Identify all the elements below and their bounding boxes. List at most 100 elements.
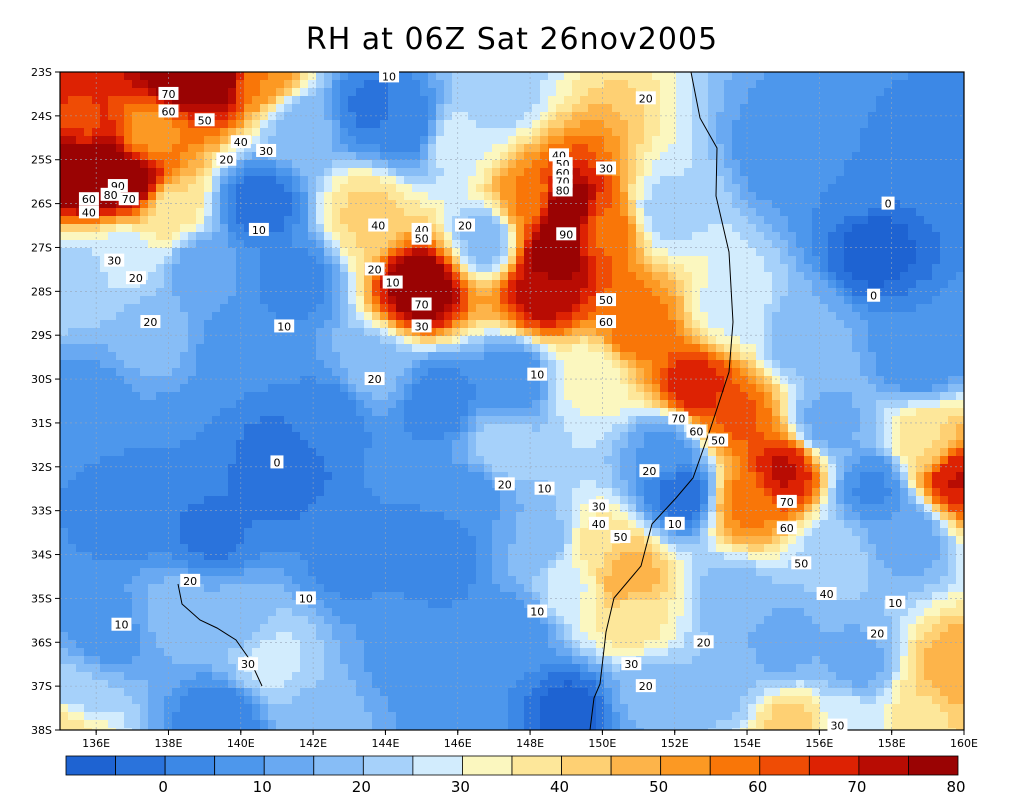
field-cell (876, 288, 885, 297)
field-cell (132, 248, 141, 257)
field-cell (548, 376, 557, 385)
field-cell (60, 424, 69, 433)
field-cell (620, 256, 629, 265)
field-cell (660, 328, 669, 337)
field-cell (548, 224, 557, 233)
field-cell (956, 120, 964, 129)
field-cell (588, 288, 597, 297)
field-cell (580, 416, 589, 425)
field-cell (116, 336, 125, 345)
field-cell (76, 328, 85, 337)
field-cell (908, 96, 917, 105)
field-cell (716, 280, 725, 289)
field-cell (772, 184, 781, 193)
field-cell (148, 424, 157, 433)
field-cell (436, 320, 445, 329)
field-cell (636, 400, 645, 409)
field-cell (84, 72, 93, 81)
field-cell (924, 296, 933, 305)
field-cell (732, 136, 741, 145)
field-cell (300, 184, 309, 193)
field-cell (836, 80, 845, 89)
field-cell (100, 368, 109, 377)
field-cell (868, 416, 877, 425)
field-cell (180, 368, 189, 377)
field-cell (796, 232, 805, 241)
field-cell (948, 328, 957, 337)
field-cell (76, 384, 85, 393)
field-cell (588, 312, 597, 321)
field-cell (148, 408, 157, 417)
field-cell (76, 240, 85, 249)
field-cell (956, 360, 964, 369)
field-cell (580, 224, 589, 233)
field-cell (140, 224, 149, 233)
field-cell (684, 224, 693, 233)
field-cell (876, 304, 885, 313)
field-cell (276, 360, 285, 369)
field-cell (796, 168, 805, 177)
field-cell (940, 192, 949, 201)
field-cell (420, 272, 429, 281)
field-cell (324, 224, 333, 233)
field-cell (60, 200, 69, 209)
field-cell (876, 384, 885, 393)
field-cell (100, 304, 109, 313)
field-cell (764, 304, 773, 313)
field-cell (636, 160, 645, 169)
field-cell (836, 336, 845, 345)
field-cell (452, 96, 461, 105)
field-cell (340, 208, 349, 217)
field-cell (676, 328, 685, 337)
field-cell (668, 136, 677, 145)
field-cell (300, 344, 309, 353)
field-cell (876, 104, 885, 113)
field-cell (804, 392, 813, 401)
field-cell (684, 168, 693, 177)
field-cell (396, 192, 405, 201)
field-cell (940, 248, 949, 257)
field-cell (260, 312, 269, 321)
field-cell (316, 144, 325, 153)
field-cell (460, 152, 469, 161)
field-cell (564, 304, 573, 313)
field-cell (708, 104, 717, 113)
field-cell (292, 192, 301, 201)
field-cell (388, 352, 397, 361)
field-cell (388, 88, 397, 97)
field-cell (524, 400, 533, 409)
field-cell (820, 400, 829, 409)
field-cell (108, 152, 117, 161)
field-cell (908, 136, 917, 145)
field-cell (452, 280, 461, 289)
field-cell (556, 408, 565, 417)
field-cell (644, 80, 653, 89)
field-cell (252, 256, 261, 265)
field-cell (108, 288, 117, 297)
field-cell (380, 296, 389, 305)
field-cell (668, 296, 677, 305)
field-cell (428, 280, 437, 289)
field-cell (820, 280, 829, 289)
field-cell (620, 296, 629, 305)
field-cell (124, 168, 133, 177)
field-cell (556, 256, 565, 265)
field-cell (60, 192, 69, 201)
field-cell (212, 416, 221, 425)
field-cell (652, 160, 661, 169)
field-cell (388, 168, 397, 177)
field-cell (212, 168, 221, 177)
field-cell (884, 336, 893, 345)
field-cell (420, 184, 429, 193)
field-cell (908, 152, 917, 161)
field-cell (444, 192, 453, 201)
field-cell (68, 376, 77, 385)
field-cell (252, 288, 261, 297)
field-cell (812, 328, 821, 337)
field-cell (636, 112, 645, 121)
field-cell (460, 72, 469, 81)
field-cell (700, 72, 709, 81)
field-cell (172, 248, 181, 257)
field-cell (724, 112, 733, 121)
